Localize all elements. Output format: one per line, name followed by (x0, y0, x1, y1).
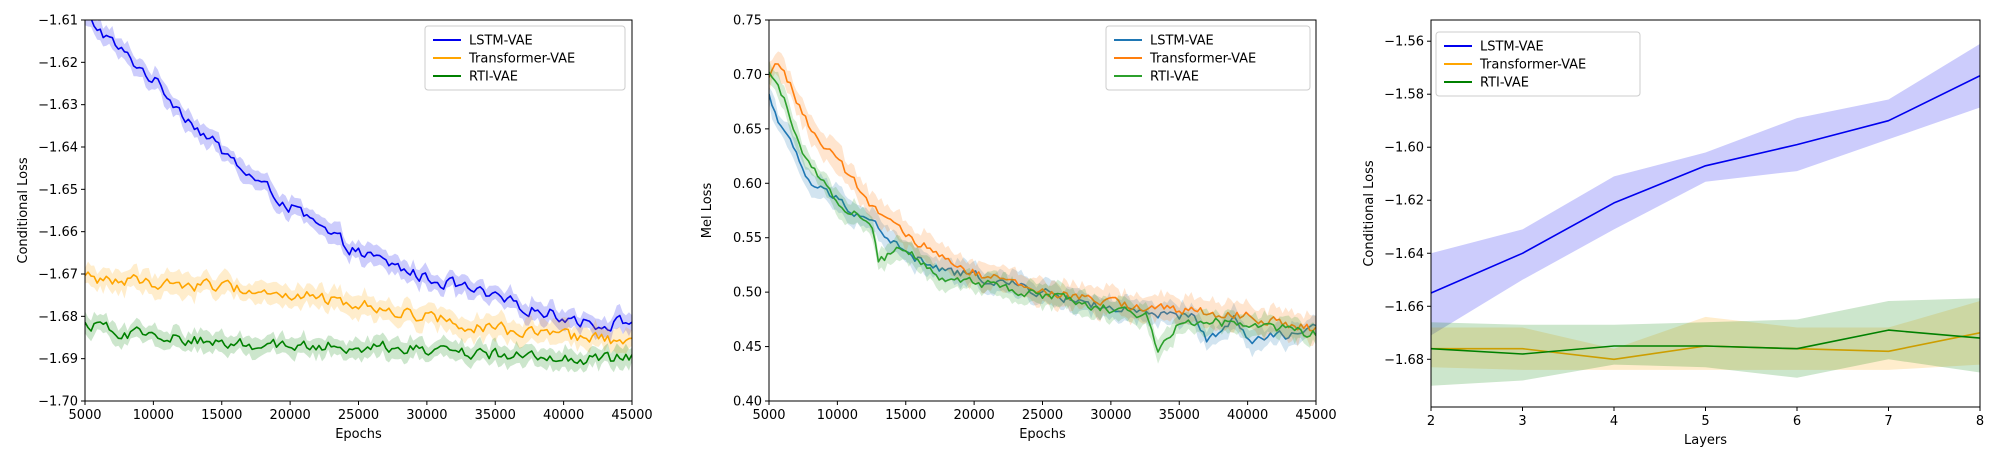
y-tick-label: 0.70 (733, 68, 762, 83)
y-tick-label: −1.61 (38, 14, 78, 29)
y-tick-label: 0.45 (733, 340, 762, 355)
y-tick-label: −1.60 (1384, 141, 1424, 156)
series-line-lstm-vae (90, 20, 632, 332)
chart-conditional-loss-vs-layers: 2 3 4 5 6 7 8 −1.56 −1.58 −1.60 −1.62 −1.64 −1.66 −1.… (1362, 19, 1984, 448)
legend: LSTM-VAE Transformer-VAE RTI-VAE (1105, 25, 1311, 91)
y-tick-label: 0.65 (733, 122, 762, 137)
y-tick-label: −1.65 (38, 183, 78, 198)
x-tick-label: 3 (1518, 414, 1526, 429)
x-axis-label: Layers (1684, 433, 1727, 448)
legend-box (1105, 25, 1311, 91)
x-tick-label: 5000 (752, 408, 785, 423)
y-tick-label: 0.50 (733, 286, 762, 301)
y-tick-label: −1.63 (38, 98, 78, 113)
y-tick-label: −1.69 (38, 352, 78, 367)
x-tick-label: 4 (1610, 414, 1618, 429)
x-tick-label: 35000 (1159, 408, 1200, 423)
band-rti-vae (769, 60, 1316, 364)
legend-box (1435, 31, 1641, 97)
y-tick-label: 0.40 (733, 395, 762, 410)
x-tick-label: 45000 (611, 408, 652, 423)
x-tick-label: 45000 (1295, 408, 1336, 423)
series-line-transformer-vae (769, 63, 1316, 332)
legend-label-lstm-vae: LSTM-VAE (1480, 40, 1544, 55)
series-line-rti-vae (769, 71, 1316, 353)
x-axis-label: Epochs (335, 427, 382, 442)
band-rti-vae (85, 311, 632, 373)
x-tick-label: 5 (1701, 414, 1709, 429)
y-tick-label: 0.60 (733, 177, 762, 192)
legend-label-transformer-vae: Transformer-VAE (1479, 58, 1586, 73)
legend-label-transformer-vae: Transformer-VAE (468, 52, 575, 67)
legend-label-lstm-vae: LSTM-VAE (469, 34, 533, 49)
band-transformer-vae (1431, 301, 1980, 370)
band-lstm-vae (769, 86, 1316, 358)
y-tick-label: −1.64 (1384, 247, 1424, 262)
legend-label-transformer-vae: Transformer-VAE (1149, 52, 1256, 67)
y-tick-label: −1.56 (1384, 35, 1424, 50)
x-tick-label: 20000 (269, 408, 310, 423)
y-tick-label: −1.64 (38, 141, 78, 156)
series-line-transformer-vae (85, 271, 632, 345)
series-line-rti-vae (85, 321, 632, 366)
y-axis-label: Conditional Loss (16, 157, 31, 263)
x-tick-label: 35000 (475, 408, 516, 423)
legend: LSTM-VAE Transformer-VAE RTI-VAE (424, 25, 626, 91)
x-tick-label: 30000 (1090, 408, 1131, 423)
chart-mel-loss-vs-epochs: 5000 10000 15000 20000 25000 30000 35000 40000 4… (700, 14, 1337, 443)
x-tick-label: 25000 (338, 408, 379, 423)
chart-conditional-loss-vs-epochs: 5000 10000 15000 20000 25000 30000 35000 40000 4… (16, 14, 653, 443)
x-tick-label: 15000 (885, 408, 926, 423)
legend-label-lstm-vae: LSTM-VAE (1150, 34, 1214, 49)
y-axis-label: Conditional Loss (1362, 160, 1377, 266)
x-tick-label: 25000 (1022, 408, 1063, 423)
x-axis-label: Epochs (1019, 427, 1066, 442)
x-tick-label: 15000 (201, 408, 242, 423)
x-tick-label: 40000 (1227, 408, 1268, 423)
x-tick-label: 2 (1427, 414, 1435, 429)
x-tick-label: 8 (1976, 414, 1984, 429)
x-tick-label: 6 (1793, 414, 1801, 429)
plot-area (1431, 43, 1980, 386)
y-tick-label: −1.58 (1384, 88, 1424, 103)
y-tick-label: −1.62 (38, 56, 78, 71)
y-tick-label: −1.66 (38, 225, 78, 240)
x-tick-label: 40000 (543, 408, 584, 423)
legend-box (424, 25, 626, 91)
x-tick-label: 7 (1884, 414, 1892, 429)
y-axis-label: Mel Loss (700, 183, 715, 239)
legend: LSTM-VAE Transformer-VAE RTI-VAE (1435, 31, 1641, 97)
y-tick-label: −1.68 (38, 310, 78, 325)
series-line-rti-vae (1431, 329, 1980, 355)
x-tick-label: 10000 (133, 408, 174, 423)
plot-area (769, 51, 1316, 364)
y-tick-label: −1.66 (1384, 300, 1424, 315)
legend-label-rti-vae: RTI-VAE (1150, 70, 1199, 85)
band-lstm-vae (1431, 43, 1980, 336)
plot-area (85, 20, 632, 373)
x-tick-label: 5000 (68, 408, 101, 423)
legend-label-rti-vae: RTI-VAE (1480, 76, 1529, 91)
y-tick-label: 0.75 (733, 14, 762, 29)
y-tick-label: −1.67 (38, 268, 78, 283)
y-tick-label: −1.62 (1384, 194, 1424, 209)
band-transformer-vae (769, 51, 1316, 347)
x-tick-label: 10000 (817, 408, 858, 423)
y-tick-label: −1.68 (1384, 353, 1424, 368)
band-rti-vae (1431, 298, 1980, 386)
x-tick-label: 20000 (953, 408, 994, 423)
x-tick-label: 30000 (406, 408, 447, 423)
series-line-lstm-vae (1431, 74, 1980, 294)
y-tick-label: 0.55 (733, 231, 762, 246)
y-tick-label: −1.70 (38, 395, 78, 410)
legend-label-rti-vae: RTI-VAE (469, 70, 518, 85)
